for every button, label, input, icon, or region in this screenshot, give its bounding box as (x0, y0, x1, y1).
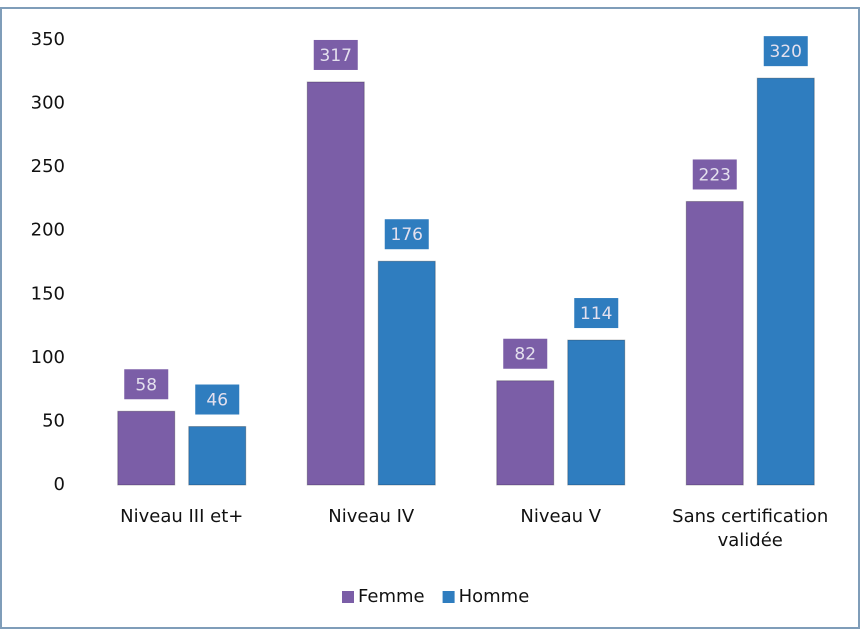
bar (377, 260, 436, 486)
y-tick-label: 50 (42, 410, 65, 431)
x-tick-label: Niveau V (520, 506, 602, 527)
y-tick-label: 0 (54, 474, 65, 495)
legend-swatch (342, 591, 354, 603)
data-label: 114 (580, 304, 612, 324)
y-tick-label: 350 (31, 29, 65, 50)
legend-label: Homme (459, 586, 530, 607)
data-label: 176 (391, 225, 423, 245)
data-label: 46 (206, 391, 228, 411)
x-tick-label: Niveau III et+ (120, 506, 244, 527)
data-label-box (313, 39, 358, 70)
bar (567, 339, 626, 486)
data-label-box (763, 36, 808, 67)
data-label-box (692, 159, 737, 190)
bar (306, 81, 365, 486)
data-label: 317 (320, 46, 352, 66)
bar (756, 77, 815, 486)
bar (188, 426, 247, 486)
bar (117, 410, 176, 486)
x-tick-label: Sans certification validée (672, 506, 829, 551)
data-label-box (503, 338, 548, 369)
y-tick-label: 300 (31, 93, 65, 114)
y-tick-label: 100 (31, 347, 65, 368)
data-label-box (124, 369, 169, 400)
y-tick-label: 150 (31, 283, 65, 304)
legend-swatch (442, 591, 455, 603)
y-tick-label: 200 (31, 220, 65, 241)
data-label-box (384, 219, 429, 250)
y-tick-label: 250 (31, 156, 65, 177)
data-label: 223 (699, 165, 731, 185)
data-label: 320 (770, 42, 802, 62)
bar (685, 200, 744, 486)
data-label: 82 (514, 345, 536, 365)
legend-label: Femme (358, 586, 425, 607)
data-label-box (195, 384, 240, 415)
data-label-box (574, 298, 619, 329)
data-label: 58 (135, 375, 157, 395)
x-tick-label: Niveau IV (328, 506, 415, 527)
bar (496, 380, 555, 486)
